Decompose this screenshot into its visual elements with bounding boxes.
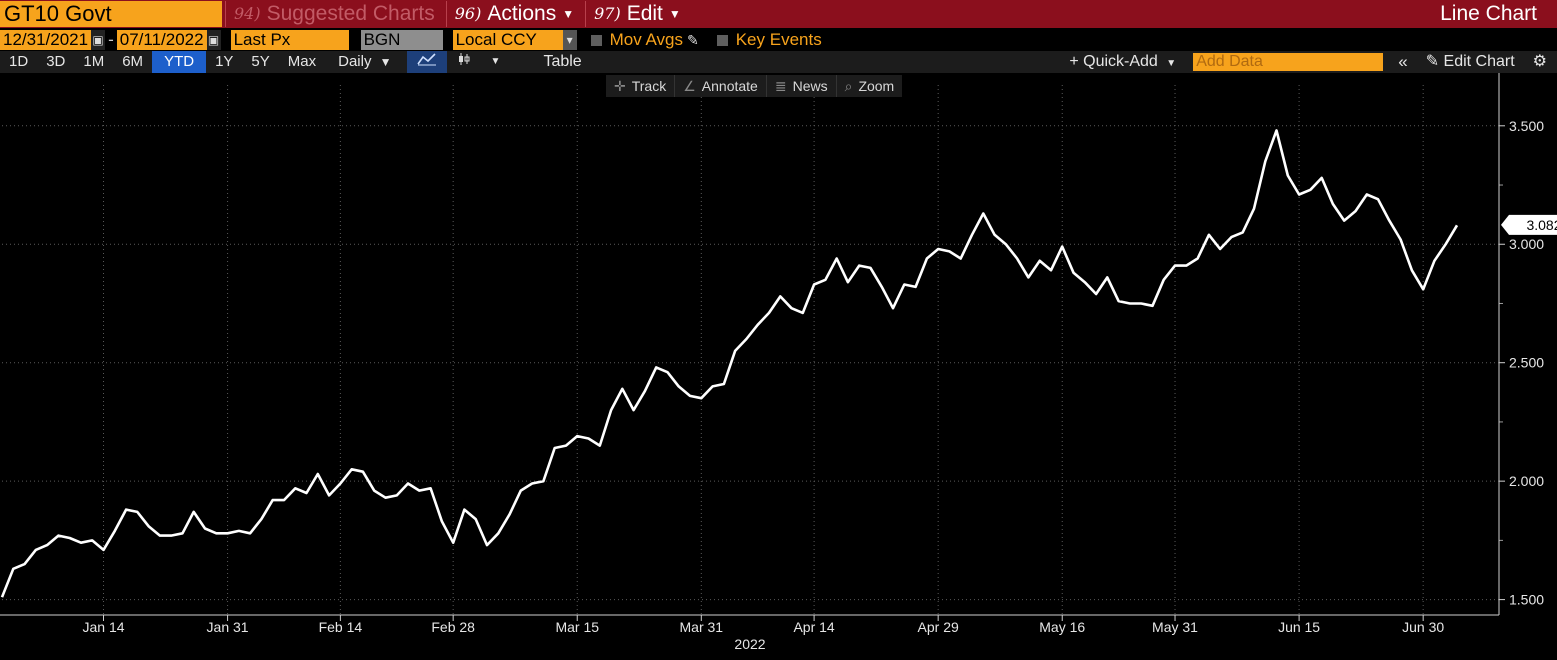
price-series	[0, 129, 1459, 598]
menu-number: 96)	[454, 4, 482, 23]
frequency-select[interactable]: Daily ▼	[329, 51, 400, 73]
y-axis: 1.500 2.000 2.500 3.000 3.500	[1498, 73, 1544, 615]
chart-controls-bar: 1D 3D 1M 6M YTD 1Y 5Y Max Daily ▼ ▼ Tabl…	[0, 51, 1557, 73]
dropdown-arrow-icon[interactable]: ▾	[562, 30, 577, 50]
x-tick-label: Apr 14	[793, 619, 834, 635]
menu-label: Edit	[626, 2, 663, 25]
range-button[interactable]: Max	[287, 53, 317, 70]
series-line	[0, 129, 1459, 598]
x-tick-label: Feb 14	[319, 619, 363, 635]
line-chart-glyph	[416, 53, 436, 66]
x-tick-label: Jun 30	[1402, 619, 1444, 635]
last-value-label: 3.082	[1526, 217, 1557, 233]
currency-select[interactable]: Local CCY	[452, 30, 563, 50]
suggested-charts-menu[interactable]: 94) Suggested Charts	[225, 1, 443, 27]
magnifier-icon: ⌕	[844, 78, 853, 94]
x-tick-label: Mar 15	[555, 619, 599, 635]
table-button[interactable]: Table	[543, 53, 582, 70]
range-button[interactable]: 5Y	[251, 53, 270, 70]
double-chevron-left-icon[interactable]: «	[1398, 52, 1408, 71]
chart-type-title: Line Chart	[1440, 2, 1537, 25]
end-date-field[interactable]: 07/11/2022	[116, 30, 207, 50]
menu-label: Actions	[487, 2, 557, 25]
y-tick-label: 2.000	[1509, 473, 1544, 489]
news-icon: ≣	[774, 78, 787, 94]
x-tick-label: Jan 31	[207, 619, 249, 635]
annotate-tool[interactable]: ∠ Annotate	[675, 75, 767, 97]
y-tick-label: 2.500	[1509, 355, 1544, 371]
pencil-icon[interactable]: ✎	[686, 31, 699, 48]
actions-menu[interactable]: 96) Actions ▼	[445, 1, 583, 27]
range-button[interactable]: 1D	[9, 53, 29, 70]
x-axis: Jan 14 Jan 31 Feb 14 Feb 28 Mar 15 Mar 31 Apr …	[0, 614, 1499, 652]
caret-down-icon: ▼	[379, 55, 392, 69]
annotate-label: Annotate	[701, 78, 758, 94]
chart-grid	[2, 85, 1499, 615]
candlestick-icon[interactable]	[447, 51, 481, 73]
candlestick-glyph	[458, 53, 470, 65]
date-separator: -	[108, 30, 114, 49]
y-tick-label: 3.000	[1509, 236, 1544, 252]
y-tick-label: 1.500	[1509, 592, 1544, 608]
add-data-input[interactable]: Add Data	[1193, 53, 1384, 71]
x-tick-label: Feb 28	[431, 619, 475, 635]
range-button[interactable]: 3D	[46, 53, 66, 70]
key-events-label[interactable]: Key Events	[735, 30, 822, 49]
menu-number: 94)	[234, 4, 261, 23]
zoom-tool[interactable]: ⌕ Zoom	[837, 75, 903, 97]
range-button[interactable]: 1M	[83, 53, 105, 70]
frequency-label: Daily	[338, 53, 372, 70]
settings-bar: 12/31/2021 ▣ - 07/11/2022 ▣ Last Px BGN …	[0, 29, 1557, 51]
x-tick-label: May 16	[1039, 619, 1085, 635]
last-value-tag	[1501, 214, 1557, 235]
x-tick-label: Jan 14	[82, 619, 124, 635]
caret-down-icon: ▼	[668, 7, 681, 21]
quick-add-button[interactable]: + Quick-Add ▼	[1060, 51, 1185, 73]
mov-avgs-checkbox[interactable]	[590, 34, 602, 46]
source-field[interactable]: BGN	[360, 30, 443, 50]
last-value-marker: 3.082	[1501, 214, 1557, 235]
caret-down-icon: ▼	[1166, 58, 1177, 69]
edit-chart-label: Edit Chart	[1443, 53, 1515, 70]
mov-avgs-label[interactable]: Mov Avgs	[609, 30, 683, 49]
x-tick-label: May 31	[1152, 619, 1198, 635]
range-button[interactable]: 1Y	[215, 53, 234, 70]
chart-style-dropdown-icon[interactable]: ▼	[490, 56, 501, 67]
calendar-icon[interactable]: ▣	[91, 30, 106, 50]
ticker-input[interactable]: GT10 Govt	[0, 1, 222, 27]
chart-tools-bar: ✛ Track ∠ Annotate ≣ News ⌕ Zoom	[606, 75, 903, 97]
crosshair-icon: ✛	[614, 78, 626, 94]
x-tick-label: Mar 31	[680, 619, 724, 635]
x-year-label: 2022	[734, 636, 765, 652]
quick-add-label: + Quick-Add	[1069, 53, 1158, 70]
x-tick-label: Apr 29	[918, 619, 959, 635]
calendar-icon[interactable]: ▣	[206, 30, 221, 50]
menu-label: Suggested Charts	[266, 2, 435, 25]
track-label: Track	[631, 78, 667, 94]
x-tick-label: Jun 15	[1278, 619, 1320, 635]
start-date-field[interactable]: 12/31/2021	[0, 30, 92, 50]
menu-number: 97)	[594, 4, 621, 23]
range-button-active[interactable]: YTD	[152, 51, 207, 73]
pencil-icon: ✎	[1425, 53, 1440, 70]
zoom-label: Zoom	[858, 78, 895, 94]
edit-menu[interactable]: 97) Edit ▼	[585, 1, 689, 27]
range-button[interactable]: 6M	[122, 53, 144, 70]
track-tool[interactable]: ✛ Track	[606, 75, 676, 97]
caret-down-icon: ▼	[562, 7, 575, 21]
news-tool[interactable]: ≣ News	[767, 75, 837, 97]
annotate-icon: ∠	[683, 78, 696, 94]
security-header-bar: GT10 Govt 94) Suggested Charts 96) Actio…	[0, 0, 1557, 28]
news-label: News	[792, 78, 828, 94]
edit-chart-button[interactable]: ✎ Edit Chart	[1417, 51, 1524, 73]
y-tick-label: 3.500	[1509, 118, 1544, 134]
line-chart-icon[interactable]	[406, 51, 447, 73]
key-events-checkbox[interactable]	[716, 34, 728, 46]
gear-icon[interactable]: ⚙	[1532, 53, 1547, 70]
price-chart[interactable]: Jan 14 Jan 31 Feb 14 Feb 28 Mar 15 Mar 31 Apr …	[0, 73, 1557, 660]
field-select[interactable]: Last Px	[230, 30, 349, 50]
